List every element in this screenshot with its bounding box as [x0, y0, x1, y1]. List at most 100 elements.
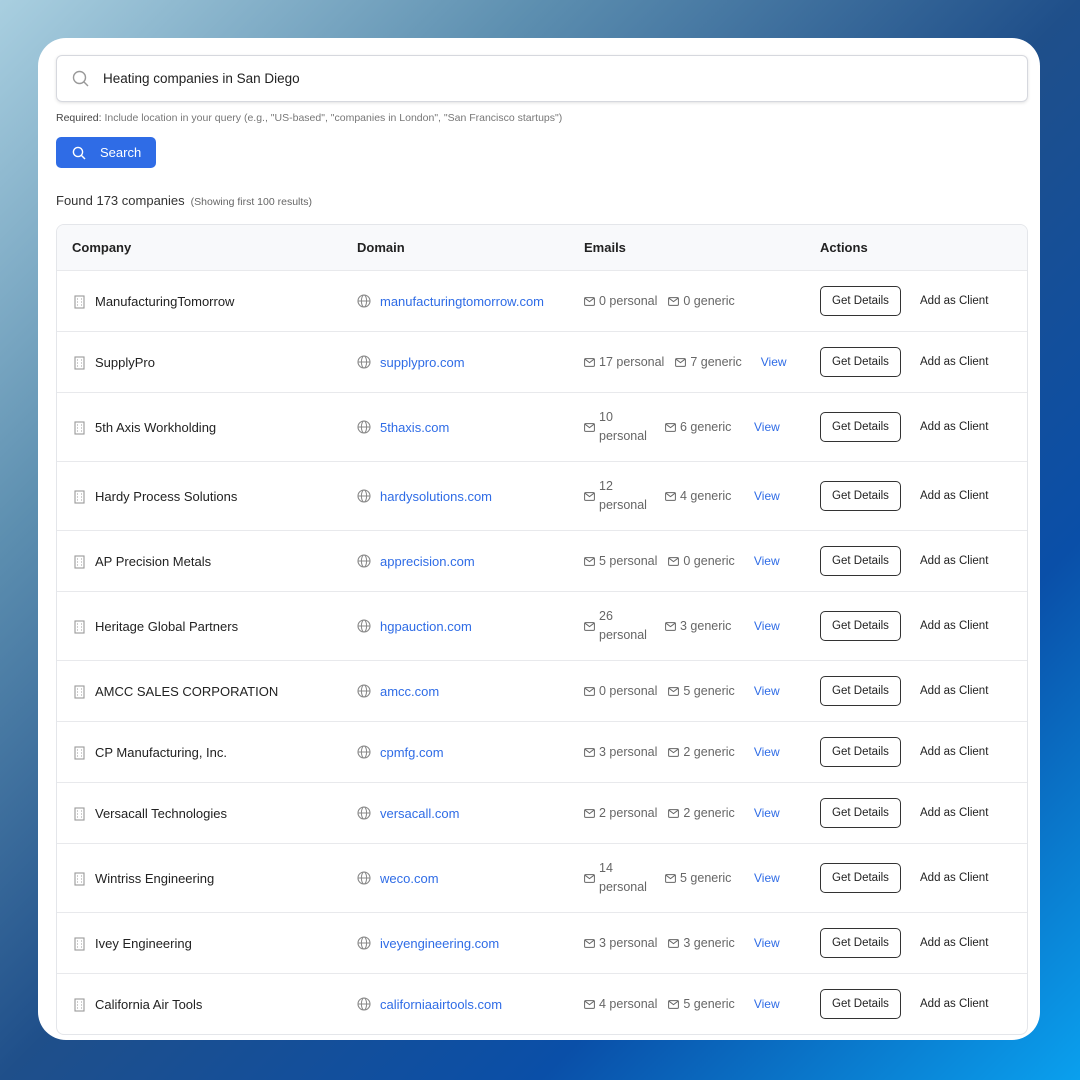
get-details-button[interactable]: Get Details — [820, 676, 901, 706]
view-emails-link[interactable]: View — [760, 355, 787, 369]
domain-link[interactable]: amcc.com — [380, 683, 440, 699]
personal-count: 3 personal — [599, 745, 658, 759]
mail-icon — [584, 999, 595, 1009]
view-emails-link[interactable]: View — [754, 619, 780, 633]
add-as-client-button[interactable]: Add as Client — [920, 421, 989, 433]
generic-count: 5 generic — [683, 997, 735, 1011]
globe-icon — [357, 489, 371, 503]
mail-icon — [584, 873, 595, 883]
view-emails-link[interactable]: View — [753, 554, 780, 568]
view-emails-link[interactable]: View — [753, 806, 780, 820]
domain-link[interactable]: apprecision.com — [380, 553, 475, 569]
get-details-button[interactable]: Get Details — [820, 798, 901, 828]
domain-link[interactable]: weco.com — [380, 870, 439, 886]
view-emails-link[interactable]: View — [754, 489, 780, 503]
add-as-client-button[interactable]: Add as Client — [920, 746, 989, 758]
generic-emails: 3 generic — [665, 617, 735, 636]
company-name: Wintriss Engineering — [95, 870, 215, 886]
personal-count: 17 personal — [599, 355, 665, 369]
add-as-client-button[interactable]: Add as Client — [920, 620, 989, 632]
mail-icon — [668, 808, 680, 818]
mail-icon — [584, 491, 595, 501]
mail-icon — [584, 938, 595, 948]
view-emails-link[interactable]: View — [754, 871, 780, 885]
get-details-button[interactable]: Get Details — [820, 863, 901, 893]
get-details-button[interactable]: Get Details — [820, 347, 901, 377]
building-icon — [74, 554, 85, 569]
required-text: Include location in your query (e.g., "U… — [104, 112, 563, 124]
company-name: Versacall Technologies — [95, 805, 228, 821]
actions-cell: Get Details Add as Client — [820, 481, 988, 511]
domain-link[interactable]: californiaairtools.com — [380, 996, 503, 1012]
domain-link[interactable]: iveyengineering.com — [380, 935, 500, 951]
mail-icon — [668, 999, 680, 1009]
generic-emails: 2 generic — [668, 745, 735, 759]
company-cell: Ivey Engineering — [57, 936, 357, 951]
emails-cell: 0 personal 0 generic — [584, 294, 820, 308]
domain-link[interactable]: versacall.com — [380, 805, 460, 821]
get-details-button[interactable]: Get Details — [820, 737, 901, 767]
get-details-button[interactable]: Get Details — [820, 611, 901, 641]
company-cell: 5th Axis Workholding — [57, 420, 357, 435]
add-as-client-button[interactable]: Add as Client — [920, 998, 989, 1010]
get-details-button[interactable]: Get Details — [820, 412, 901, 442]
company-cell: Hardy Process Solutions — [57, 489, 357, 504]
view-emails-link[interactable]: View — [754, 420, 780, 434]
personal-count: 0 personal — [599, 684, 658, 698]
add-as-client-button[interactable]: Add as Client — [920, 807, 989, 819]
domain-cell: iveyengineering.com — [357, 936, 584, 951]
emails-cell: 10 personal 6 generic View — [584, 408, 820, 446]
add-as-client-button[interactable]: Add as Client — [920, 555, 989, 567]
domain-link[interactable]: 5thaxis.com — [380, 419, 450, 435]
table-row: AP Precision Metals apprecision.com 5 pe… — [57, 530, 1027, 591]
building-icon — [74, 619, 85, 634]
emails-cell: 12 personal 4 generic View — [584, 477, 820, 515]
generic-count: 7 generic — [690, 355, 742, 369]
add-as-client-button[interactable]: Add as Client — [920, 295, 989, 307]
mail-icon — [584, 422, 595, 432]
generic-count: 3 generic — [680, 618, 732, 633]
view-emails-link[interactable]: View — [753, 684, 780, 698]
search-query[interactable]: Heating companies in San Diego — [103, 71, 300, 86]
building-icon — [74, 420, 85, 435]
view-emails-link[interactable]: View — [753, 997, 780, 1011]
search-input[interactable]: Heating companies in San Diego — [56, 55, 1028, 102]
add-as-client-button[interactable]: Add as Client — [920, 356, 989, 368]
search-button[interactable]: Search — [56, 137, 156, 168]
domain-link[interactable]: manufacturingtomorrow.com — [380, 293, 545, 309]
generic-emails: 5 generic — [665, 869, 735, 888]
company-cell: AMCC SALES CORPORATION — [57, 684, 357, 699]
actions-cell: Get Details Add as Client — [820, 798, 988, 828]
personal-emails: 5 personal — [584, 554, 657, 568]
personal-emails: 4 personal — [584, 997, 657, 1011]
personal-emails: 10 personal — [584, 408, 654, 446]
results-showing: (Showing first 100 results) — [190, 196, 313, 208]
get-details-button[interactable]: Get Details — [820, 989, 901, 1019]
emails-cell: 0 personal 5 generic View — [584, 684, 820, 698]
mail-icon — [665, 491, 676, 501]
results-summary: Found 173 companies (Showing first 100 re… — [56, 193, 312, 208]
actions-cell: Get Details Add as Client — [820, 676, 988, 706]
personal-count: 4 personal — [599, 997, 658, 1011]
table-row: California Air Tools californiaairtools.… — [57, 973, 1027, 1034]
add-as-client-button[interactable]: Add as Client — [920, 872, 989, 884]
get-details-button[interactable]: Get Details — [820, 928, 901, 958]
get-details-button[interactable]: Get Details — [820, 546, 901, 576]
header-company: Company — [72, 240, 132, 255]
view-emails-link[interactable]: View — [753, 936, 780, 950]
mail-icon — [668, 747, 680, 757]
domain-link[interactable]: hgpauction.com — [380, 618, 472, 634]
building-icon — [74, 489, 85, 504]
emails-cell: 4 personal 5 generic View — [584, 997, 820, 1011]
generic-count: 4 generic — [680, 488, 732, 503]
add-as-client-button[interactable]: Add as Client — [920, 685, 989, 697]
add-as-client-button[interactable]: Add as Client — [920, 490, 989, 502]
get-details-button[interactable]: Get Details — [820, 286, 901, 316]
domain-link[interactable]: hardysolutions.com — [380, 488, 492, 504]
add-as-client-button[interactable]: Add as Client — [920, 937, 989, 949]
companies-table: Company Domain Emails Actions Manufactur… — [56, 224, 1028, 1035]
domain-link[interactable]: supplypro.com — [380, 354, 465, 370]
view-emails-link[interactable]: View — [753, 745, 780, 759]
domain-link[interactable]: cpmfg.com — [380, 744, 444, 760]
get-details-button[interactable]: Get Details — [820, 481, 901, 511]
